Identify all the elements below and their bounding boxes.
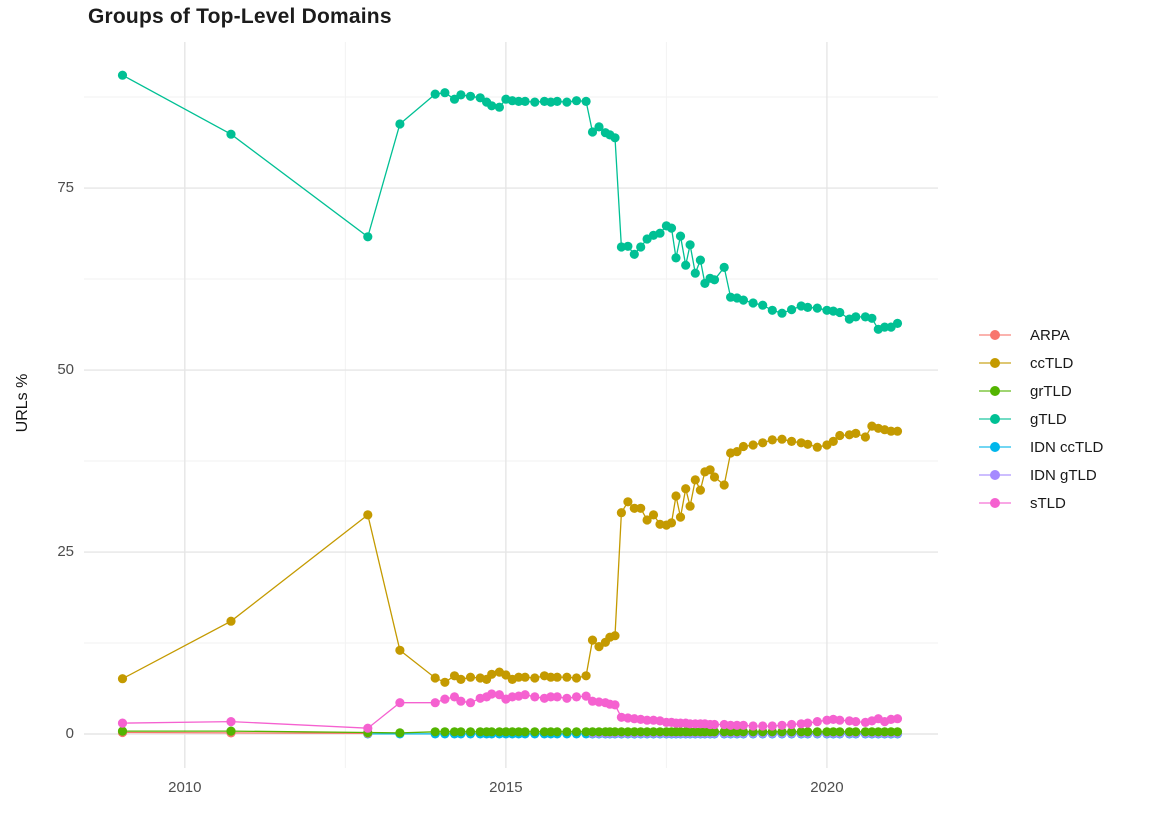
y-tick-label: 75 [57,179,74,197]
gridlines [84,42,938,768]
legend-item-IDN-gTLD: IDN gTLD [978,463,1097,487]
legend-item-sTLD: sTLD [978,491,1066,515]
series-points-gTLD [117,70,903,334]
series-points-sTLD [117,689,903,733]
series-points-ccTLD [117,421,903,687]
legend-item-ccTLD: ccTLD [978,351,1073,375]
legend-item-gTLD: gTLD [978,407,1067,431]
legend-label: IDN gTLD [1030,466,1097,484]
series-line-gTLD [122,74,898,331]
y-tick-label: 0 [65,725,74,742]
legend-key-icon [979,470,1011,480]
legend-item-IDN-ccTLD: IDN ccTLD [978,435,1103,459]
legend-label: sTLD [1030,494,1066,512]
legend-label: IDN ccTLD [1030,438,1104,456]
legend-key-icon [979,330,1011,340]
legend-item-grTLD: grTLD [978,379,1072,403]
y-tick-label: 25 [57,543,74,560]
legend-key-icon [979,498,1011,508]
legend-key-icon [979,414,1011,424]
y-axis-title: URLs % [14,373,31,433]
x-tick-label: 2010 [168,779,202,796]
series-line-ccTLD [122,425,898,684]
chart-title: Groups of Top-Level Domains [88,5,392,28]
legend-key-icon [979,386,1011,396]
x-tick-label: 2020 [810,779,844,796]
legend-key-icon [979,358,1011,368]
legend-item-ARPA: ARPA [978,323,1070,347]
legend-label: gTLD [1030,410,1067,428]
legend-label: grTLD [1030,382,1072,400]
legend-label: ARPA [1030,326,1070,344]
legend-label: ccTLD [1030,354,1074,372]
x-tick-label: 2015 [489,779,523,796]
y-tick-label: 50 [57,361,74,379]
legend-key-icon [979,442,1011,452]
